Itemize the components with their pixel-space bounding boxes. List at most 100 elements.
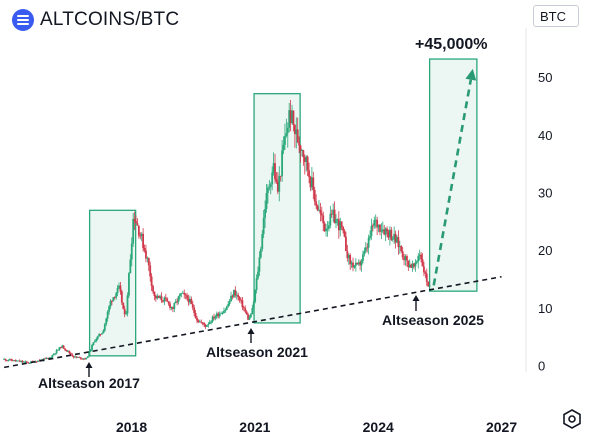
candle-body xyxy=(130,243,133,260)
candle-body xyxy=(140,233,143,236)
candle-body xyxy=(332,209,335,215)
candle-body xyxy=(109,301,112,307)
candle-body xyxy=(345,236,347,252)
candle-body xyxy=(342,226,344,231)
candle-body xyxy=(95,339,98,341)
y-tick-label: 10 xyxy=(538,301,552,316)
candle-body xyxy=(221,313,224,314)
candle-body xyxy=(413,263,415,267)
candle-body xyxy=(159,296,162,299)
candle-body xyxy=(408,264,411,268)
candle-body xyxy=(420,254,423,260)
candle-body xyxy=(279,175,282,177)
candle-body xyxy=(353,265,356,268)
candle-body xyxy=(369,236,371,238)
candle-body xyxy=(292,110,295,125)
candle-body xyxy=(157,295,160,299)
candle-body xyxy=(27,362,30,364)
candle-body xyxy=(48,357,51,359)
currency-unit-button[interactable]: BTC xyxy=(533,5,579,27)
candle-body xyxy=(125,313,127,315)
candle-body xyxy=(55,350,58,354)
candle-body xyxy=(384,228,387,235)
candle-body xyxy=(3,358,6,360)
candle-body xyxy=(11,360,14,362)
candle-body xyxy=(336,219,339,221)
candle-body xyxy=(137,225,140,236)
candle-body xyxy=(146,257,149,259)
candle-body xyxy=(251,307,254,315)
candle-body xyxy=(108,306,110,312)
candle-body xyxy=(132,218,135,244)
candle-body xyxy=(359,262,362,266)
candle-body xyxy=(301,150,303,151)
candle-body xyxy=(200,321,203,323)
candle-body xyxy=(318,209,320,211)
candle-body xyxy=(257,271,259,279)
candle-body xyxy=(310,177,313,188)
candle-body xyxy=(335,219,337,224)
candle-body xyxy=(204,324,207,327)
candle-body xyxy=(174,301,177,304)
candle-body xyxy=(118,285,120,288)
y-axis-ticks: 0 10 20 30 40 50 xyxy=(538,70,552,374)
candle-body xyxy=(313,190,316,202)
candle-body xyxy=(18,360,21,362)
candle-body xyxy=(227,304,230,307)
candle-body xyxy=(262,217,265,235)
projection-arrow-line xyxy=(432,79,473,286)
candle-body xyxy=(71,354,74,357)
highlight-box-2 xyxy=(253,93,301,324)
candle-body xyxy=(357,262,360,264)
candle-body xyxy=(366,247,369,249)
candle-body xyxy=(44,358,47,360)
candle-body xyxy=(252,301,255,308)
candle-body xyxy=(75,356,78,358)
candle-body xyxy=(325,228,327,232)
candle-body xyxy=(271,172,274,185)
candle-body xyxy=(122,302,125,309)
candle-body xyxy=(173,303,176,309)
candle-body xyxy=(326,228,329,230)
candle-body xyxy=(93,340,96,343)
candle-body xyxy=(193,307,196,313)
candle-body xyxy=(298,142,301,146)
candle-body xyxy=(278,175,281,192)
candle-body xyxy=(215,313,218,317)
candle-body xyxy=(370,225,373,237)
season-label-1: Altseason 2017 xyxy=(38,375,140,391)
candle-body xyxy=(316,205,319,211)
candle-body xyxy=(276,181,279,192)
candle-body xyxy=(162,300,164,302)
candle-body xyxy=(374,219,377,221)
candle-body xyxy=(244,308,247,312)
candle-body xyxy=(176,301,179,303)
candle-body xyxy=(343,230,346,237)
candle-body xyxy=(417,256,420,262)
candle-body xyxy=(206,325,208,327)
candle-body xyxy=(373,220,376,226)
candle-body xyxy=(105,318,108,325)
candle-body xyxy=(415,261,418,263)
candle-body xyxy=(25,361,28,363)
x-axis-ticks: 2018 2021 2024 2027 xyxy=(116,419,517,435)
candle-body xyxy=(339,221,342,231)
candle-body xyxy=(235,294,238,296)
candle-body xyxy=(356,262,359,264)
candle-body xyxy=(150,276,153,287)
candle-body xyxy=(78,357,81,358)
candle-body xyxy=(10,359,13,361)
candle-body xyxy=(268,186,271,188)
candle-body xyxy=(228,301,231,305)
candle-body xyxy=(50,357,52,359)
settings-icon[interactable] xyxy=(561,408,583,430)
candle-body xyxy=(418,254,421,257)
candle-body xyxy=(293,124,296,135)
candle-body xyxy=(411,263,414,268)
candle-body xyxy=(20,361,23,362)
x-tick-label: 2027 xyxy=(486,419,517,435)
candle-body xyxy=(86,356,89,358)
candle-body xyxy=(406,256,408,261)
candle-body xyxy=(126,295,129,314)
candle-body xyxy=(69,353,72,355)
